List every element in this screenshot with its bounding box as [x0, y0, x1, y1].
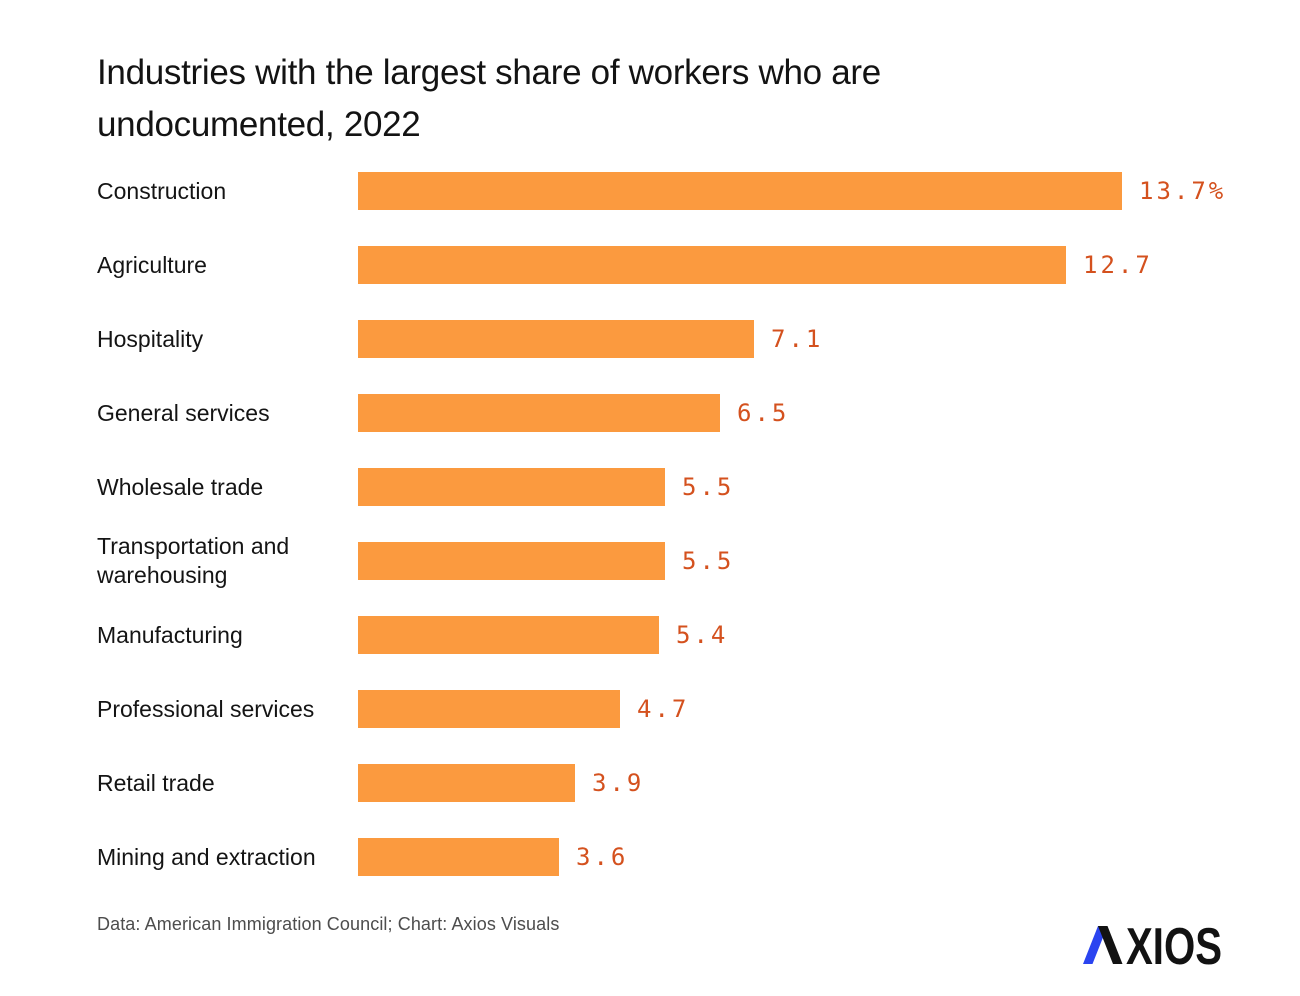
bar-row: General services 6.5 — [97, 376, 1220, 450]
bar-track: 6.5 — [358, 394, 1220, 432]
bar — [358, 320, 754, 358]
value-label: 3.6 — [576, 843, 629, 871]
bar-track: 5.4 — [358, 616, 1220, 654]
bar-track: 4.7 — [358, 690, 1220, 728]
bar-row: Retail trade 3.9 — [97, 746, 1220, 820]
bar-track: 5.5 — [358, 542, 1220, 580]
bar-row: Mining and extraction 3.6 — [97, 820, 1220, 894]
bar-track: 5.5 — [358, 468, 1220, 506]
bar — [358, 690, 620, 728]
value-label: 3.9 — [592, 769, 645, 797]
bar-row: Professional services 4.7 — [97, 672, 1220, 746]
bar-row: Transportation and warehousing 5.5 — [97, 524, 1220, 598]
category-label: Retail trade — [97, 769, 215, 796]
chart-title: Industries with the largest share of wor… — [97, 53, 881, 144]
value-label: 12.7 — [1083, 251, 1153, 279]
bar — [358, 542, 665, 580]
bar — [358, 838, 559, 876]
bar — [358, 394, 720, 432]
value-label: 7.1 — [771, 325, 824, 353]
bar — [358, 468, 665, 506]
category-label: Professional services — [97, 695, 315, 722]
bar — [358, 246, 1066, 284]
bar — [358, 616, 659, 654]
bar-row: Hospitality 7.1 — [97, 302, 1220, 376]
bar-track: 13.7% — [358, 172, 1226, 210]
axios-logo-icon: XIOS — [1083, 918, 1222, 976]
axios-logo: XIOS — [1083, 918, 1223, 976]
bar-row: Manufacturing 5.4 — [97, 598, 1220, 672]
category-label: Transportation and warehousing — [97, 533, 290, 588]
value-label: 5.4 — [676, 621, 729, 649]
source-credit: Data: American Immigration Council; Char… — [97, 914, 560, 934]
bar-track: 7.1 — [358, 320, 1220, 358]
bar — [358, 764, 575, 802]
category-label: Manufacturing — [97, 621, 243, 648]
category-label: Mining and extraction — [97, 843, 316, 870]
value-label: 13.7% — [1139, 177, 1227, 205]
bar-row: Construction 13.7% — [97, 154, 1223, 228]
category-label: General services — [97, 399, 270, 426]
category-label: Construction — [97, 177, 227, 204]
bar-track: 3.6 — [358, 838, 1220, 876]
bar-row: Wholesale trade 5.5 — [97, 450, 1220, 524]
value-label: 5.5 — [682, 547, 735, 575]
bar-track: 3.9 — [358, 764, 1220, 802]
svg-text:XIOS: XIOS — [1126, 925, 1222, 967]
category-label: Agriculture — [97, 251, 207, 278]
value-label: 4.7 — [637, 695, 690, 723]
category-label: Hospitality — [97, 325, 204, 352]
bar-row: Agriculture 12.7 — [97, 228, 1220, 302]
bar — [358, 172, 1122, 210]
bar-chart: Construction 13.7% Agriculture 12.7 Hospital… — [97, 154, 1223, 894]
bar-track: 12.7 — [358, 246, 1220, 284]
value-label: 5.5 — [682, 473, 735, 501]
category-label: Wholesale trade — [97, 473, 264, 500]
value-label: 6.5 — [737, 399, 790, 427]
